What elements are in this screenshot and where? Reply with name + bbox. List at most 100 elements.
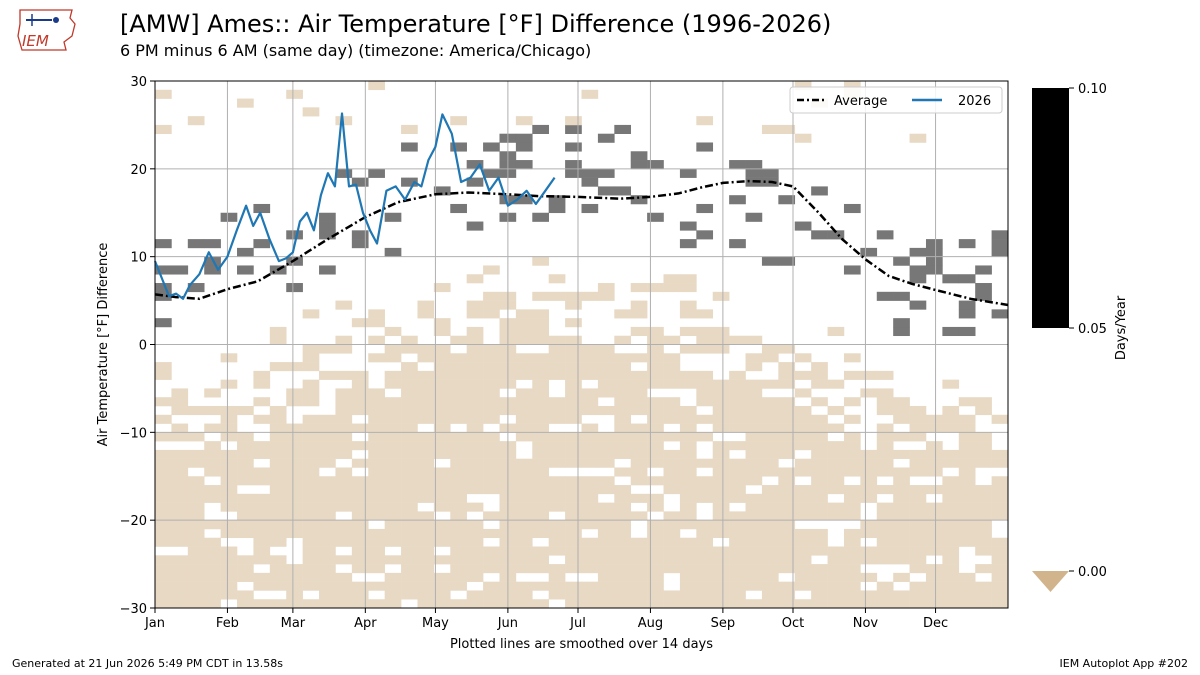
heatmap-cell xyxy=(269,362,287,372)
heatmap-cell xyxy=(433,405,451,416)
heatmap-cell xyxy=(925,441,943,451)
heatmap-cell xyxy=(532,493,549,503)
x-tick-label: May xyxy=(422,616,449,631)
heatmap-cell xyxy=(679,564,697,574)
heatmap-cell xyxy=(581,449,599,459)
heatmap-cell xyxy=(335,502,353,512)
heatmap-cell xyxy=(581,599,599,609)
heatmap-cell xyxy=(663,405,681,416)
heatmap-cell xyxy=(778,564,796,574)
heatmap-cell xyxy=(319,212,336,222)
heatmap-cell xyxy=(860,599,878,609)
heatmap-cell xyxy=(532,370,549,380)
heatmap-cell xyxy=(368,581,385,591)
heatmap-cell xyxy=(515,537,533,547)
heatmap-cell xyxy=(958,423,976,433)
heatmap-cell xyxy=(925,590,943,600)
heatmap-cell xyxy=(712,449,730,459)
heatmap-cell xyxy=(532,326,549,337)
heatmap-cell xyxy=(515,133,533,143)
heatmap-cell xyxy=(204,564,221,574)
heatmap-cell xyxy=(811,379,828,389)
heatmap-cell xyxy=(745,405,763,416)
heatmap-cell xyxy=(417,520,435,530)
heatmap-cell xyxy=(679,537,697,547)
heatmap-cell xyxy=(679,432,697,442)
heatmap-cell xyxy=(286,599,303,609)
heatmap-cell xyxy=(515,493,533,503)
heatmap-cell xyxy=(515,142,533,152)
heatmap-cell xyxy=(597,537,615,547)
heatmap-cell xyxy=(975,449,992,459)
heatmap-cell xyxy=(729,546,746,556)
heatmap-cell xyxy=(811,467,828,477)
heatmap-cell xyxy=(384,212,402,222)
heatmap-cell xyxy=(187,116,205,126)
heatmap-cell xyxy=(975,493,992,503)
heatmap-cell xyxy=(433,502,451,512)
heatmap-cell xyxy=(909,432,927,442)
heatmap-cell xyxy=(368,502,385,512)
heatmap-cell xyxy=(237,247,254,257)
heatmap-cell xyxy=(991,247,1009,257)
heatmap-cell xyxy=(565,511,582,521)
heatmap-cell xyxy=(647,493,664,503)
heatmap-cell xyxy=(269,476,287,486)
heatmap-cell xyxy=(515,485,533,495)
heatmap-cell xyxy=(778,414,796,424)
heatmap-cell xyxy=(319,590,336,600)
heatmap-cell xyxy=(548,590,566,600)
heatmap-cell xyxy=(204,485,221,495)
heatmap-cell xyxy=(483,300,500,310)
heatmap-cell xyxy=(614,590,632,600)
average-line xyxy=(154,179,1009,307)
heatmap-cell xyxy=(679,467,697,477)
heatmap-cell xyxy=(811,441,828,451)
heatmap-cell xyxy=(384,458,402,468)
heatmap-cell xyxy=(614,564,632,574)
heatmap-cell xyxy=(647,423,664,433)
heatmap-cell xyxy=(843,546,861,556)
heatmap-cell xyxy=(679,511,697,521)
heatmap-cell xyxy=(794,485,812,495)
heatmap-cell xyxy=(483,467,500,477)
heatmap-cell xyxy=(696,309,714,319)
heatmap-cell xyxy=(351,318,369,328)
heatmap-cell xyxy=(237,405,254,416)
heatmap-cell xyxy=(433,537,451,547)
heatmap-cell xyxy=(860,476,878,486)
heatmap-cell xyxy=(827,379,845,389)
heatmap-cell xyxy=(302,537,320,547)
heatmap-cell xyxy=(450,555,467,565)
heatmap-cell xyxy=(614,362,632,372)
heatmap-cell xyxy=(401,485,418,495)
heatmap-cell xyxy=(958,432,976,442)
heatmap-cell xyxy=(729,335,746,345)
heatmap-cell xyxy=(253,467,271,477)
heatmap-cell xyxy=(483,168,500,178)
heatmap-cell xyxy=(958,449,976,459)
heatmap-cell xyxy=(630,537,648,547)
heatmap-cell xyxy=(384,528,402,539)
heatmap-cell xyxy=(384,423,402,433)
heatmap-cell xyxy=(253,520,271,530)
heatmap-cell xyxy=(335,572,353,582)
heatmap-cell xyxy=(761,124,779,134)
heatmap-cell xyxy=(745,528,763,539)
heatmap-cell xyxy=(761,344,779,354)
heatmap-cell xyxy=(597,432,615,442)
heatmap-cell xyxy=(401,476,418,486)
heatmap-cell xyxy=(696,476,714,486)
heatmap-cell xyxy=(761,449,779,459)
heatmap-cell xyxy=(647,546,664,556)
heatmap-cell xyxy=(647,344,664,354)
heatmap-cell xyxy=(532,423,549,433)
heatmap-cell xyxy=(630,555,648,565)
heatmap-cell xyxy=(925,256,943,266)
heatmap-cell xyxy=(794,511,812,521)
heatmap-cell xyxy=(663,546,681,556)
heatmap-cell xyxy=(187,511,205,521)
colorbar-tick-label: 0.10 xyxy=(1078,82,1107,97)
heatmap-cell xyxy=(433,344,451,354)
